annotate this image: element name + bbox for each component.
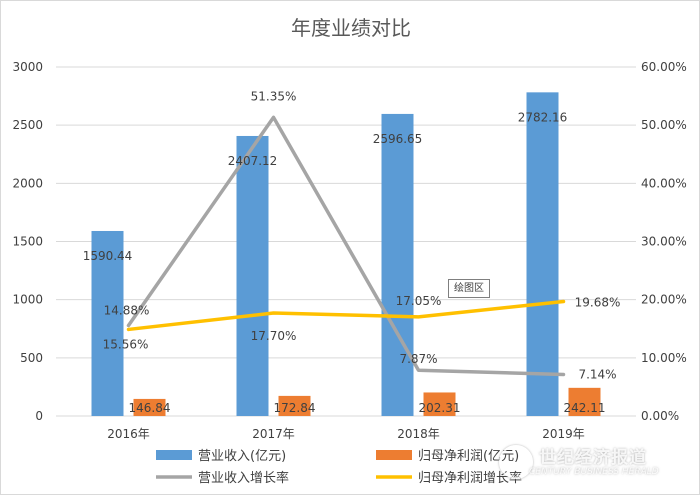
watermark-logo-icon [499, 445, 533, 479]
legend-swatch [156, 450, 192, 460]
watermark-en: CENTURY BUSINESS HERALD [529, 467, 659, 477]
watermark: 世纪经济报道 CENTURY BUSINESS HERALD [499, 443, 699, 487]
legend-swatch [376, 450, 412, 460]
right-tick-label: 20.00% [641, 293, 687, 307]
x-axis-ticks: 2016年 2017年 2018年 2019年 [107, 427, 585, 441]
profit-data-label: 202.31 [419, 401, 461, 415]
right-tick-label: 60.00% [641, 60, 687, 74]
watermark-cn: 世纪经济报道 [539, 448, 647, 468]
revenue-growth-line [126, 115, 566, 377]
profit-bar [568, 387, 601, 416]
left-tick-label: 500 [20, 351, 43, 365]
left-tick-label: 0 [35, 409, 43, 423]
right-tick-label: 40.00% [641, 176, 687, 190]
lines [126, 115, 566, 377]
profit-bar [278, 395, 311, 416]
left-tick-label: 3000 [12, 60, 43, 74]
revenue-bar [236, 135, 269, 416]
profit-data-label: 242.11 [564, 401, 606, 415]
revenue-data-label: 2596.65 [373, 132, 423, 146]
profit-growth-label: 14.88% [104, 303, 150, 317]
right-tick-label: 10.00% [641, 351, 687, 365]
legend-label: 营业收入增长率 [198, 470, 289, 486]
profit-bar [423, 392, 456, 416]
x-tick-label: 2016年 [107, 427, 150, 441]
profit-growth-label: 19.68% [575, 296, 621, 310]
revenue-bar [381, 113, 414, 417]
revenue-bar [91, 230, 124, 416]
data-labels: 1590.44 2407.12 2596.65 2782.16 146.84 172.84… [83, 89, 621, 415]
revenue-growth-label: 7.87% [399, 352, 437, 366]
bars [91, 92, 601, 417]
legend-label: 营业收入(亿元) [198, 449, 286, 464]
revenue-growth-label: 15.56% [103, 337, 149, 351]
left-tick-label: 2500 [12, 118, 43, 132]
revenue-growth-label: 51.35% [251, 89, 297, 103]
revenue-data-label: 1590.44 [83, 249, 133, 263]
x-tick-label: 2019年 [542, 427, 585, 441]
profit-data-label: 146.84 [129, 401, 171, 415]
legend: 营业收入(亿元) 归母净利润(亿元) 营业收入增长率 归母净利润增长率 [156, 449, 522, 486]
revenue-data-label: 2407.12 [228, 154, 278, 168]
revenue-bar [526, 92, 559, 417]
right-tick-label: 0.00% [641, 409, 679, 423]
profit-growth-label: 17.70% [251, 329, 297, 343]
x-tick-label: 2018年 [397, 427, 440, 441]
revenue-growth-label: 7.14% [578, 367, 616, 381]
legend-label: 归母净利润增长率 [418, 470, 522, 486]
right-axis-ticks: 0.00% 10.00% 20.00% 30.00% 40.00% 50.00% 60.00… [641, 60, 687, 423]
x-tick-label: 2017年 [252, 427, 295, 441]
profit-growth-label: 17.05% [396, 294, 442, 308]
right-tick-label: 50.00% [641, 118, 687, 132]
revenue-data-label: 2782.16 [518, 110, 568, 124]
left-tick-label: 1500 [12, 235, 43, 249]
left-tick-label: 1000 [12, 293, 43, 307]
legend-label: 归母净利润(亿元) [418, 449, 519, 464]
gridlines [56, 66, 636, 417]
profit-data-label: 172.84 [274, 401, 316, 415]
right-tick-label: 30.00% [641, 235, 687, 249]
left-axis-ticks: 0 500 1000 1500 2000 2500 3000 [12, 60, 43, 423]
chart-title: 年度业绩对比 [291, 16, 411, 40]
plot-area-tooltip: 绘图区 [448, 279, 490, 298]
profit-bar [133, 398, 166, 416]
profit-growth-line [126, 299, 566, 332]
left-tick-label: 2000 [12, 176, 43, 190]
